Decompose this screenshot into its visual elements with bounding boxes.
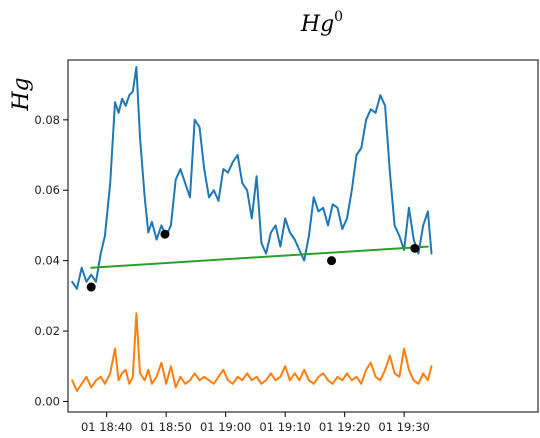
series-line-green bbox=[90, 245, 429, 269]
x-tick-label: 01 18:50 bbox=[140, 420, 191, 434]
series-point-black-points bbox=[327, 256, 337, 266]
x-tick-label: 01 18:40 bbox=[81, 420, 132, 434]
chart-title: Hg0 bbox=[300, 9, 343, 37]
y-axis-label: Hg bbox=[9, 77, 34, 111]
x-tick-label: 01 19:20 bbox=[319, 420, 370, 434]
y-axis-label-text: Hg bbox=[9, 77, 34, 111]
series-point-black-points bbox=[410, 243, 420, 253]
x-tick-label: 01 19:00 bbox=[200, 420, 251, 434]
plot-frame bbox=[67, 59, 539, 413]
y-tick-label: 0.04 bbox=[34, 254, 60, 268]
chart-title-text: Hg0 bbox=[300, 9, 343, 37]
x-tick-label: 01 19:30 bbox=[378, 420, 429, 434]
x-axis: 01 18:40 01 18:50 01 19:00 01 19:10 01 19:20… bbox=[81, 412, 430, 434]
y-tick-label: 0.02 bbox=[34, 324, 60, 338]
series-line-blue bbox=[71, 66, 433, 290]
series-point-black-points bbox=[160, 229, 170, 239]
plot-area bbox=[71, 66, 433, 392]
series-line-orange bbox=[71, 312, 433, 392]
x-tick-label: 01 19:10 bbox=[259, 420, 310, 434]
series-point-black-points bbox=[86, 282, 96, 292]
y-tick-label: 0.06 bbox=[34, 183, 60, 197]
y-tick-label: 0.00 bbox=[34, 394, 60, 408]
y-tick-label: 0.08 bbox=[34, 113, 60, 127]
y-axis: 0.00 0.02 0.04 0.06 0.08 bbox=[34, 113, 68, 408]
